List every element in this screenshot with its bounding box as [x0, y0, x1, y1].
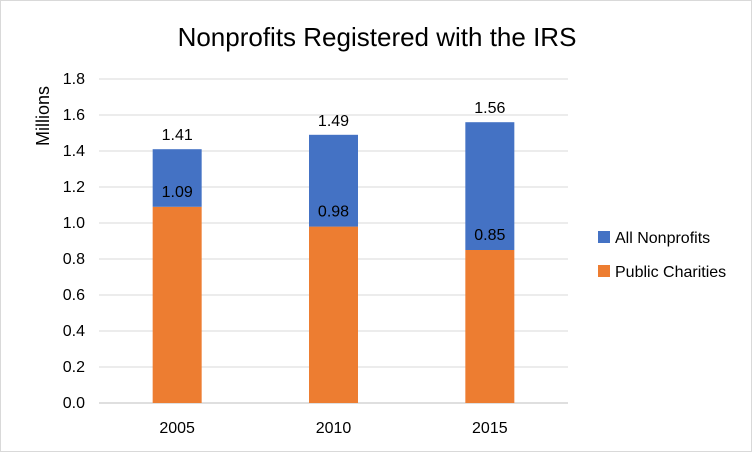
x-tick-label: 2015 [472, 420, 508, 437]
y-tick-label: 1.2 [63, 179, 85, 196]
y-tick-label: 0.2 [63, 359, 85, 376]
y-tick-label: 0.6 [63, 287, 85, 304]
y-axis-label: Millions [33, 86, 53, 146]
y-tick-label: 0.0 [63, 395, 85, 412]
data-label-all-nonprofits: 1.49 [318, 113, 349, 130]
x-tick-label: 2010 [316, 420, 352, 437]
bar-all-nonprofits [152, 149, 202, 207]
bar-public-charities [465, 250, 515, 403]
legend-swatch [598, 265, 610, 277]
bar-public-charities [309, 226, 358, 403]
chart-title: Nonprofits Registered with the IRS [178, 22, 577, 52]
y-tick-label: 1.6 [63, 107, 85, 124]
y-axis-ticks: 0.0 0.2 0.4 0.6 0.8 1.0 1.2 1.4 1.6 1.8 [63, 71, 85, 412]
data-label-all-nonprofits: 1.56 [474, 100, 505, 117]
bars [152, 122, 515, 403]
bar-all-nonprofits [465, 122, 515, 250]
y-tick-label: 1.4 [63, 143, 85, 160]
x-axis-ticks: 2005 2010 2015 [159, 420, 507, 437]
legend-swatch [598, 231, 610, 243]
data-label-public-charities: 0.85 [474, 227, 505, 244]
data-label-public-charities: 1.09 [162, 184, 193, 201]
y-tick-label: 1.8 [63, 71, 85, 88]
legend: All Nonprofits Public Charities [598, 230, 726, 281]
bar-all-nonprofits [309, 134, 358, 227]
data-label-all-nonprofits: 1.41 [162, 127, 193, 144]
data-labels: 1.41 1.09 1.49 0.98 1.56 0.85 [162, 100, 506, 244]
x-tick-label: 2005 [159, 420, 195, 437]
y-tick-label: 0.8 [63, 251, 85, 268]
bar-public-charities [152, 206, 202, 403]
legend-label: All Nonprofits [615, 230, 710, 247]
y-tick-label: 1.0 [63, 215, 85, 232]
legend-label: Public Charities [615, 264, 726, 281]
y-tick-label: 0.4 [63, 323, 85, 340]
data-label-public-charities: 0.98 [318, 204, 349, 221]
